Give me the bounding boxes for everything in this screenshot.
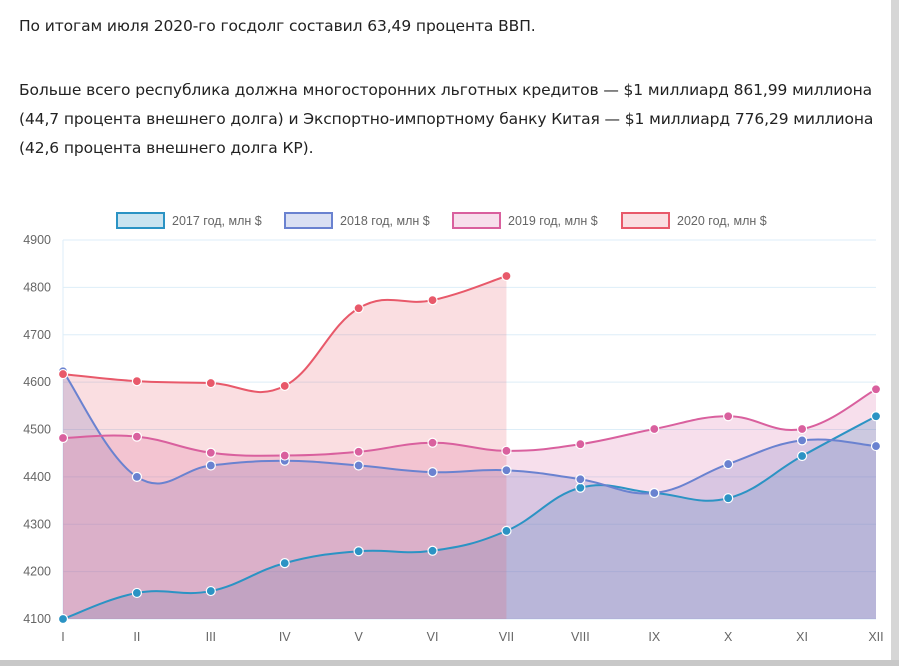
legend-swatch bbox=[621, 212, 670, 229]
data-point bbox=[501, 525, 512, 536]
data-point bbox=[279, 380, 290, 392]
series-area-2 bbox=[63, 389, 876, 619]
data-point bbox=[575, 482, 586, 493]
x-tick-label: XII bbox=[868, 630, 883, 644]
article-paragraph-2: Больше всего республика должна многостор… bbox=[19, 81, 874, 157]
y-tick-label: 4200 bbox=[23, 565, 51, 579]
data-point bbox=[427, 467, 438, 478]
data-point bbox=[796, 435, 808, 446]
data-point bbox=[353, 446, 364, 457]
data-point bbox=[723, 493, 734, 504]
x-tick-label: V bbox=[354, 630, 363, 644]
data-point bbox=[353, 546, 364, 557]
legend-swatch bbox=[284, 212, 333, 229]
data-point bbox=[870, 411, 882, 422]
x-tick-label: VIII bbox=[571, 630, 590, 644]
data-point bbox=[575, 439, 586, 450]
data-point bbox=[501, 465, 512, 476]
data-point bbox=[501, 270, 512, 282]
legend-label: 2018 год, млн $ bbox=[340, 214, 430, 228]
legend-swatch bbox=[452, 212, 501, 229]
data-point bbox=[131, 471, 143, 482]
series-area-1 bbox=[63, 371, 876, 619]
series-area-0 bbox=[63, 416, 876, 619]
x-tick-label: IX bbox=[648, 630, 660, 644]
data-point bbox=[131, 431, 143, 442]
x-tick-label: VII bbox=[499, 630, 514, 644]
data-point bbox=[427, 437, 438, 448]
y-tick-label: 4900 bbox=[23, 233, 51, 247]
data-point bbox=[575, 474, 586, 485]
data-point bbox=[501, 445, 512, 456]
y-tick-label: 4700 bbox=[23, 328, 51, 342]
data-point bbox=[353, 460, 364, 471]
x-tick-label: II bbox=[133, 630, 140, 644]
x-tick-label: III bbox=[206, 630, 216, 644]
data-point bbox=[796, 450, 808, 462]
data-point bbox=[870, 384, 882, 395]
data-point bbox=[427, 545, 438, 556]
legend-label: 2020 год, млн $ bbox=[677, 214, 767, 228]
data-point bbox=[131, 587, 143, 599]
data-point bbox=[723, 411, 734, 422]
legend-swatch bbox=[116, 212, 165, 229]
data-point bbox=[353, 303, 364, 314]
data-point bbox=[279, 557, 290, 569]
legend-label: 2019 год, млн $ bbox=[508, 214, 598, 228]
data-point bbox=[57, 613, 69, 625]
bottom-border bbox=[0, 660, 899, 666]
data-point bbox=[796, 423, 808, 435]
article-paragraph-1: По итогам июля 2020-го госдолг составил … bbox=[19, 17, 536, 35]
data-point bbox=[57, 432, 69, 444]
y-tick-label: 4800 bbox=[23, 280, 51, 294]
y-tick-label: 4100 bbox=[23, 612, 51, 626]
data-point bbox=[205, 447, 216, 458]
legend-label: 2017 год, млн $ bbox=[172, 214, 262, 228]
x-tick-label: X bbox=[724, 630, 733, 644]
right-border bbox=[891, 0, 899, 666]
data-point bbox=[57, 368, 69, 380]
data-point bbox=[649, 423, 660, 435]
data-point bbox=[205, 460, 216, 471]
data-point bbox=[649, 487, 660, 499]
x-tick-label: IV bbox=[279, 630, 291, 644]
data-point bbox=[205, 585, 216, 597]
data-point bbox=[131, 376, 143, 387]
data-point bbox=[870, 440, 882, 452]
data-point bbox=[205, 377, 216, 389]
y-tick-label: 4600 bbox=[23, 375, 51, 389]
x-tick-label: I bbox=[61, 630, 64, 644]
y-tick-label: 4500 bbox=[23, 423, 51, 437]
x-tick-label: VI bbox=[427, 630, 439, 644]
data-point bbox=[279, 450, 290, 461]
data-point bbox=[427, 295, 438, 306]
x-tick-label: XI bbox=[796, 630, 808, 644]
series-area-3 bbox=[63, 276, 507, 619]
y-tick-label: 4300 bbox=[23, 517, 51, 531]
y-tick-label: 4400 bbox=[23, 470, 51, 484]
data-point bbox=[723, 458, 734, 470]
